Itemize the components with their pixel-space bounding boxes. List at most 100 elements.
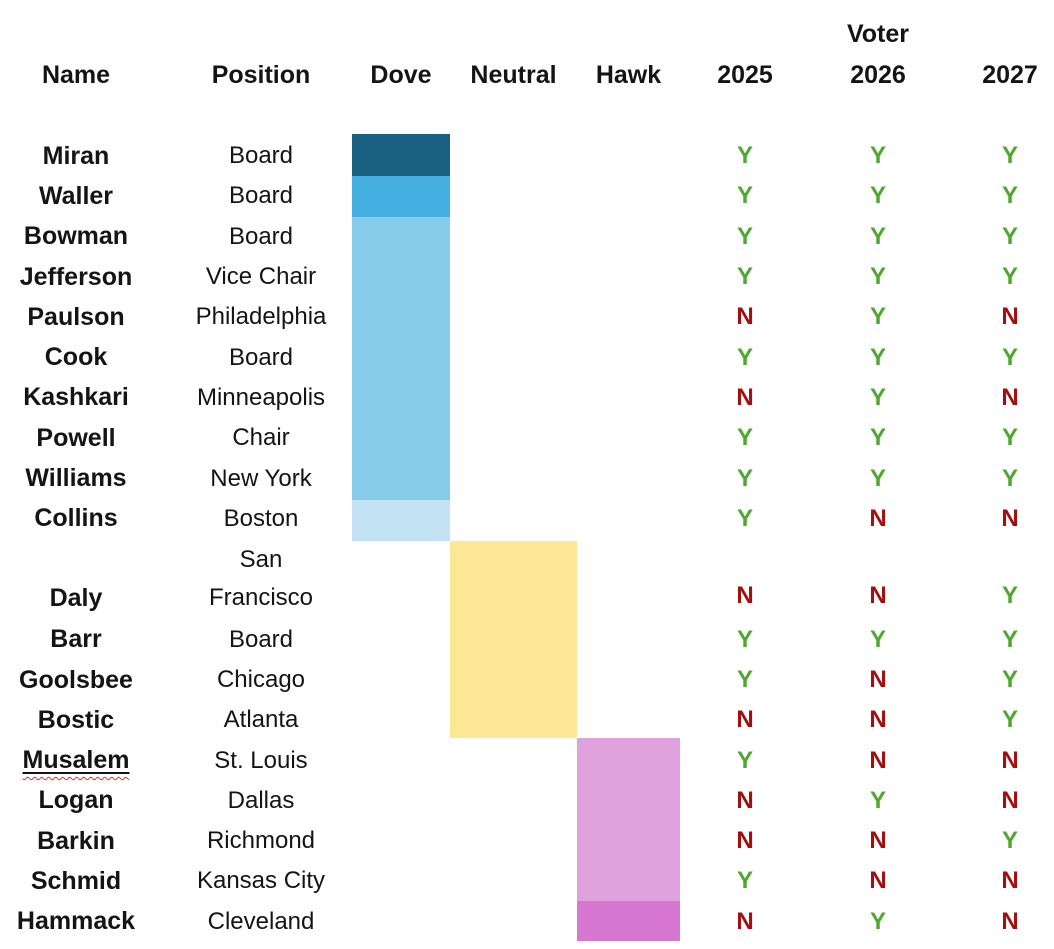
voter-2025-cell: N — [736, 581, 754, 609]
voter-2026-cell: N — [869, 504, 887, 532]
voter-2025-cell: Y — [736, 666, 753, 693]
voter-2026-cell: Y — [869, 263, 886, 291]
voter-2027-cell: N — [1001, 383, 1019, 411]
voter-2025-cell: N — [736, 907, 754, 935]
voter-2026-cell: N — [869, 867, 887, 895]
table-row: Bowman Board Y Y Y — [0, 217, 1054, 257]
column-header-2026: 2026 — [850, 61, 906, 89]
voter-2025-cell: Y — [736, 343, 753, 371]
member-position: Dallas — [227, 786, 295, 814]
table-row: Paulson Philadelphia N Y N — [0, 297, 1054, 337]
voter-2027-cell: Y — [1001, 666, 1018, 693]
voter-2025-cell: Y — [736, 464, 753, 492]
voter-2027-cell: Y — [1001, 343, 1018, 371]
member-name: Bowman — [23, 222, 129, 251]
voter-2027-cell: Y — [1001, 827, 1018, 855]
member-name: Logan — [38, 786, 114, 815]
voter-2025-cell: Y — [736, 142, 753, 170]
member-name: Paulson — [27, 302, 125, 331]
voter-2025-cell: Y — [736, 424, 753, 452]
table-row: Schmid Kansas City Y N N — [0, 861, 1054, 901]
hawk-bar-segment-light — [577, 738, 680, 901]
table-row: Logan Dallas N Y N — [0, 781, 1054, 821]
voter-2026-cell: N — [869, 706, 887, 734]
voter-2027-cell: N — [1001, 786, 1019, 814]
voter-2027-cell: Y — [1001, 706, 1018, 734]
voter-2027-cell: N — [1001, 867, 1019, 895]
voter-2026-cell: Y — [869, 222, 886, 250]
column-header-hawk: Hawk — [595, 61, 662, 89]
column-header-2025: 2025 — [717, 61, 773, 89]
dove-bar-segment-light — [352, 216, 450, 500]
voter-2027-cell: N — [1001, 504, 1019, 532]
table-row: Barr Board Y Y Y — [0, 620, 1054, 660]
voter-2025-cell: N — [736, 383, 754, 411]
table-row: Cook Board Y Y Y — [0, 337, 1054, 377]
column-header-position: Position — [211, 61, 311, 89]
member-name: Barkin — [37, 826, 115, 855]
column-header-neutral: Neutral — [470, 61, 557, 89]
voter-2026-cell: Y — [869, 142, 886, 170]
member-position: Chicago — [216, 666, 306, 693]
table-row: Collins Boston Y N N — [0, 499, 1054, 539]
member-position: Chair — [232, 424, 290, 452]
voter-2027-cell: N — [1001, 303, 1019, 331]
table-row: Waller Board Y Y Y — [0, 176, 1054, 216]
voter-2026-cell: N — [869, 827, 887, 855]
member-position: Board — [228, 142, 294, 170]
column-header-name: Name — [41, 61, 111, 89]
member-name: Kashkari — [23, 383, 129, 412]
voter-2027-cell: N — [1001, 907, 1019, 935]
voter-2025-cell: Y — [736, 746, 753, 774]
voter-2025-cell: Y — [736, 263, 753, 291]
voter-2027-cell: Y — [1001, 581, 1018, 609]
member-position: Philadelphia — [195, 303, 327, 331]
member-position: Board — [228, 182, 294, 210]
table-row: Musalem St. Louis Y N N — [0, 740, 1054, 780]
voter-2025-cell: N — [736, 786, 754, 814]
voter-2026-cell: Y — [869, 182, 886, 210]
table-body: Miran Board Y Y Y Waller Board Y Y Y Bow… — [0, 136, 1054, 942]
member-name: Daly — [49, 584, 103, 613]
dove-bar-segment-medium — [352, 175, 450, 217]
member-position: Board — [228, 343, 294, 371]
dove-bar-segment-palest — [352, 500, 450, 541]
member-position: Board — [228, 625, 294, 653]
voter-2027-cell: Y — [1001, 464, 1018, 492]
member-name: Collins — [34, 504, 118, 533]
member-position: Kansas City — [196, 867, 326, 895]
table-row: Goolsbee Chicago Y N Y — [0, 660, 1054, 700]
member-name: Goolsbee — [19, 665, 133, 694]
voter-2026-cell: N — [869, 581, 887, 609]
table-row: Miran Board Y Y Y — [0, 136, 1054, 176]
member-name: Williams — [25, 464, 127, 493]
voter-2025-cell: Y — [736, 867, 753, 895]
member-name: Powell — [36, 423, 116, 452]
member-name: Hammack — [16, 907, 136, 936]
member-position: Vice Chair — [205, 263, 317, 291]
member-name: Jefferson — [19, 262, 133, 291]
voter-2026-cell: N — [869, 746, 887, 774]
voter-2025-cell: Y — [736, 222, 753, 250]
member-name: Barr — [50, 625, 102, 654]
member-position: San Francisco — [208, 546, 314, 612]
member-position: Cleveland — [207, 907, 315, 935]
voter-2027-cell: N — [1001, 746, 1019, 774]
voter-2027-cell: Y — [1001, 182, 1018, 210]
table-row: Hammack Cleveland N Y N — [0, 902, 1054, 942]
member-name: Miran — [42, 141, 110, 170]
member-position: Board — [228, 222, 294, 250]
member-name: Cook — [44, 343, 108, 372]
dove-bar-segment-darkest — [352, 134, 450, 176]
voter-2026-cell: N — [869, 666, 887, 693]
table-row: Jefferson Vice Chair Y Y Y — [0, 257, 1054, 297]
table-row: Powell Chair Y Y Y — [0, 418, 1054, 458]
voter-group-header: Voter — [846, 20, 910, 48]
member-name: Musalem — [0, 746, 152, 775]
voter-2027-cell: Y — [1001, 142, 1018, 170]
voter-2026-cell: Y — [869, 303, 886, 331]
member-name: Bostic — [37, 705, 115, 734]
voter-2027-cell: Y — [1001, 263, 1018, 291]
voter-2026-cell: Y — [869, 786, 886, 814]
